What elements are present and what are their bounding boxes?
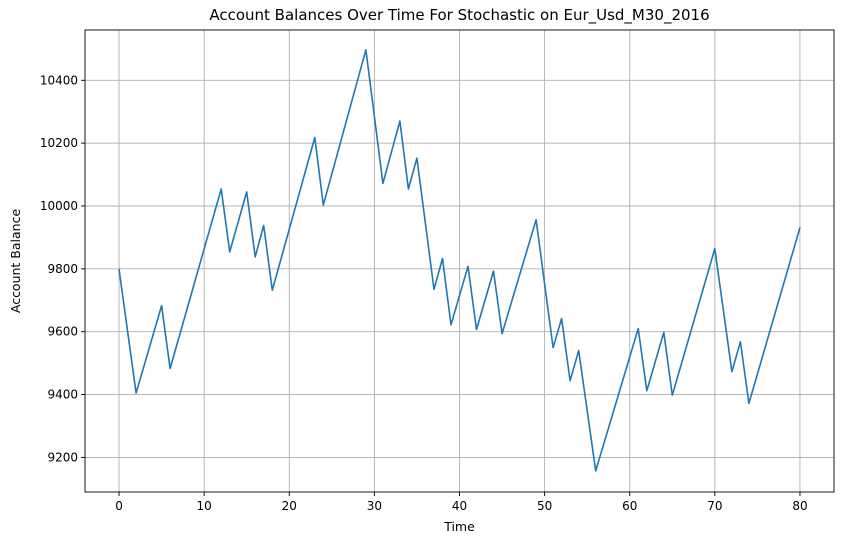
x-tick-label: 0 <box>115 499 123 513</box>
y-tick-label: 10200 <box>40 136 78 150</box>
y-axis: 9200 9400 9600 9800 10000 10200 10400 <box>40 73 85 464</box>
y-tick-label: 9400 <box>47 388 78 402</box>
y-axis-label: Account Balance <box>8 209 23 314</box>
series-line <box>118 48 801 472</box>
x-tick-label: 10 <box>197 499 212 513</box>
x-tick-label: 20 <box>282 499 297 513</box>
series-layer <box>118 48 801 472</box>
y-tick-label: 9600 <box>47 325 78 339</box>
x-tick-label: 80 <box>792 499 807 513</box>
x-tick-label: 70 <box>707 499 722 513</box>
x-tick-label: 30 <box>367 499 382 513</box>
chart-title: Account Balances Over Time For Stochasti… <box>209 6 709 25</box>
x-axis-label: Time <box>443 519 475 534</box>
x-tick-label: 50 <box>537 499 552 513</box>
x-tick-label: 40 <box>452 499 467 513</box>
y-tick-label: 10400 <box>40 73 78 87</box>
y-tick-label: 10000 <box>40 199 78 213</box>
y-tick-label: 9800 <box>47 262 78 276</box>
y-tick-label: 9200 <box>47 450 78 464</box>
x-axis: 0 10 20 30 40 50 60 70 80 <box>115 492 808 513</box>
x-tick-label: 60 <box>622 499 637 513</box>
